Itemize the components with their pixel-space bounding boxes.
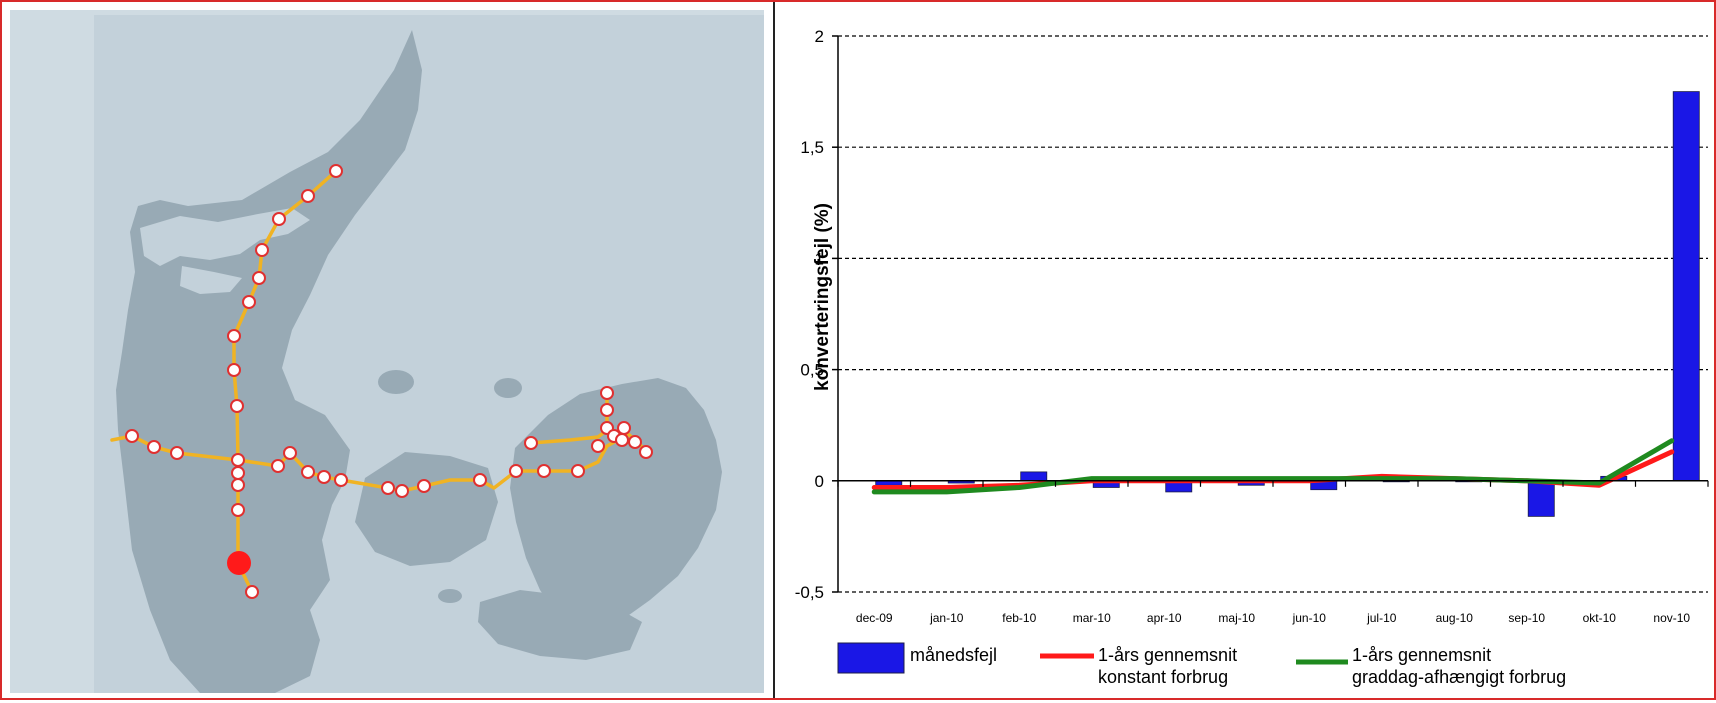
lolland-falster-islands bbox=[478, 590, 642, 660]
x-tick-label: dec-09 bbox=[856, 611, 893, 625]
legend-label: konstant forbrug bbox=[1098, 667, 1228, 687]
station-marker bbox=[252, 271, 266, 285]
map-panel bbox=[10, 10, 764, 693]
station-marker bbox=[272, 212, 286, 226]
jutland-landmass bbox=[116, 30, 422, 693]
y-tick-label: 0,5 bbox=[800, 361, 824, 380]
station-marker bbox=[231, 478, 245, 492]
station-marker bbox=[125, 429, 139, 443]
y-axis-label: konverteringsfejl (%) bbox=[812, 203, 833, 391]
legend-swatch bbox=[837, 642, 905, 674]
y-tick-label: 2 bbox=[815, 27, 824, 46]
station-marker bbox=[230, 399, 244, 413]
station-marker bbox=[170, 446, 184, 460]
station-marker bbox=[591, 439, 605, 453]
station-marker bbox=[147, 440, 161, 454]
bars bbox=[875, 91, 1700, 517]
station-marker bbox=[242, 295, 256, 309]
axes bbox=[832, 35, 1709, 593]
station-marker bbox=[329, 164, 343, 178]
small-island bbox=[462, 522, 482, 534]
legend-label: graddag-afhængigt forbrug bbox=[1352, 667, 1566, 687]
x-tick-label: okt-10 bbox=[1583, 611, 1617, 625]
station-marker bbox=[617, 421, 631, 435]
station-marker bbox=[571, 464, 585, 478]
small-island bbox=[438, 589, 462, 603]
station-marker bbox=[334, 473, 348, 487]
denmark-gas-network-map bbox=[10, 10, 764, 693]
station-marker bbox=[395, 484, 409, 498]
station-marker bbox=[537, 464, 551, 478]
station-marker bbox=[417, 479, 431, 493]
station-marker bbox=[283, 446, 297, 460]
x-tick-label: maj-10 bbox=[1218, 611, 1255, 625]
legend-label: 1-års gennemsnit bbox=[1352, 645, 1491, 665]
x-tick-label: nov-10 bbox=[1653, 611, 1690, 625]
station-marker bbox=[301, 189, 315, 203]
x-tick-label: sep-10 bbox=[1508, 611, 1545, 625]
x-tick-label: apr-10 bbox=[1147, 611, 1182, 625]
station-marker bbox=[271, 459, 285, 473]
station-marker bbox=[524, 436, 538, 450]
station-marker bbox=[600, 403, 614, 417]
chart-panel: konverteringsfejl (%) -0,5 0 0,5 1 1,5 2 dec-… bbox=[778, 2, 1712, 698]
station-marker bbox=[473, 473, 487, 487]
y-tick-labels: -0,5 0 0,5 1 1,5 2 bbox=[795, 27, 824, 602]
x-tick-label: jun-10 bbox=[1292, 611, 1327, 625]
panel-divider bbox=[773, 2, 775, 698]
station-marker bbox=[231, 466, 245, 480]
station-marker bbox=[628, 435, 642, 449]
station-marker bbox=[231, 453, 245, 467]
station-marker bbox=[615, 433, 629, 447]
conversion-error-chart: konverteringsfejl (%) -0,5 0 0,5 1 1,5 2 dec-… bbox=[795, 27, 1709, 687]
x-tick-label: feb-10 bbox=[1002, 611, 1036, 625]
bar bbox=[1527, 480, 1555, 517]
station-marker bbox=[231, 503, 245, 517]
station-marker bbox=[301, 465, 315, 479]
station-marker bbox=[600, 386, 614, 400]
station-marker bbox=[227, 329, 241, 343]
station-marker bbox=[509, 464, 523, 478]
legend-label: månedsfejl bbox=[910, 645, 997, 665]
y-tick-label: 1,5 bbox=[800, 138, 824, 157]
station-marker bbox=[381, 481, 395, 495]
station-marker bbox=[639, 445, 653, 459]
bar bbox=[1672, 91, 1700, 482]
x-tick-label: mar-10 bbox=[1073, 611, 1111, 625]
y-tick-label: 0 bbox=[815, 472, 824, 491]
x-tick-label: aug-10 bbox=[1436, 611, 1474, 625]
fjord-water bbox=[180, 266, 242, 294]
station-marker bbox=[317, 470, 331, 484]
stations bbox=[125, 164, 653, 599]
y-tick-label: 1 bbox=[815, 249, 824, 268]
x-tick-label: jan-10 bbox=[929, 611, 964, 625]
x-tick-label: jul-10 bbox=[1366, 611, 1397, 625]
samsoe-island bbox=[494, 378, 522, 398]
gridlines bbox=[838, 35, 1708, 593]
limfjord-water bbox=[140, 208, 310, 266]
bar bbox=[1020, 471, 1048, 482]
station-marker bbox=[227, 363, 241, 377]
highlighted-station-marker bbox=[227, 551, 251, 575]
legend-label: 1-års gennemsnit bbox=[1098, 645, 1237, 665]
station-marker bbox=[255, 243, 269, 257]
station-marker bbox=[245, 585, 259, 599]
y-tick-label: -0,5 bbox=[795, 583, 824, 602]
small-island bbox=[378, 370, 414, 394]
x-tick-labels: dec-09 jan-10 feb-10 mar-10 apr-10 maj-10 jun-… bbox=[856, 611, 1691, 625]
